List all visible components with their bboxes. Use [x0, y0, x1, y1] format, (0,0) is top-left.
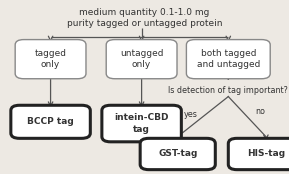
Text: Is detection of tag important?: Is detection of tag important? — [168, 86, 288, 95]
FancyBboxPatch shape — [140, 138, 215, 170]
Text: medium quantity 0.1-1.0 mg
purity tagged or untagged protein: medium quantity 0.1-1.0 mg purity tagged… — [67, 8, 222, 29]
Text: yes: yes — [184, 110, 198, 119]
Text: both tagged
and untagged: both tagged and untagged — [197, 49, 260, 69]
Text: BCCP tag: BCCP tag — [27, 117, 74, 126]
FancyBboxPatch shape — [15, 40, 86, 79]
Text: intein-CBD
tag: intein-CBD tag — [114, 113, 169, 134]
Text: GST-tag: GST-tag — [158, 149, 197, 159]
Text: no: no — [255, 107, 265, 116]
FancyBboxPatch shape — [106, 40, 177, 79]
FancyBboxPatch shape — [228, 138, 289, 170]
Text: tagged
only: tagged only — [35, 49, 66, 69]
FancyBboxPatch shape — [186, 40, 270, 79]
Text: HIS-tag: HIS-tag — [247, 149, 285, 159]
Text: untagged
only: untagged only — [120, 49, 163, 69]
FancyBboxPatch shape — [11, 105, 90, 138]
FancyBboxPatch shape — [102, 105, 181, 142]
